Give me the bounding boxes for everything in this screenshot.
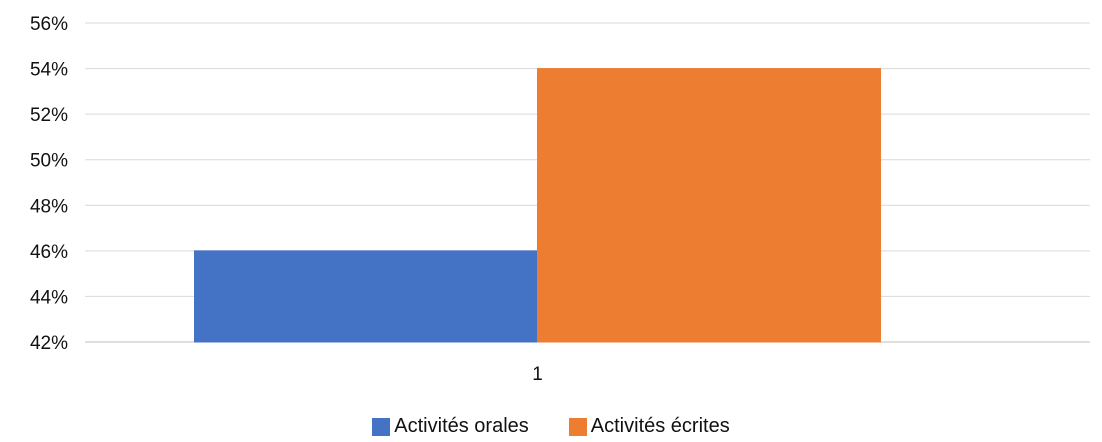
legend-item-series-2: Activités écrites	[568, 415, 730, 438]
bar-activit-s-crites	[537, 68, 881, 343]
y-tick-label: 56%	[30, 14, 68, 35]
y-tick-label: 48%	[30, 196, 68, 217]
legend-item-series-1: Activités orales	[372, 415, 529, 438]
y-tick-label: 52%	[30, 105, 68, 126]
y-tick-label: 44%	[30, 287, 68, 308]
legend-swatch-series-1	[372, 417, 391, 436]
y-tick-label: 50%	[30, 151, 68, 172]
x-tick-label: 1	[532, 364, 543, 385]
y-tick-label: 42%	[30, 333, 68, 354]
legend-label-series-1: Activités orales	[394, 415, 529, 437]
legend-swatch-series-2	[568, 417, 587, 436]
y-tick-label: 54%	[30, 60, 68, 81]
legend: Activités orales Activités écrites	[0, 415, 1102, 438]
legend-label-series-2: Activités écrites	[590, 415, 730, 437]
y-tick-label: 46%	[30, 242, 68, 263]
bar-activit-s-orales	[194, 250, 538, 343]
